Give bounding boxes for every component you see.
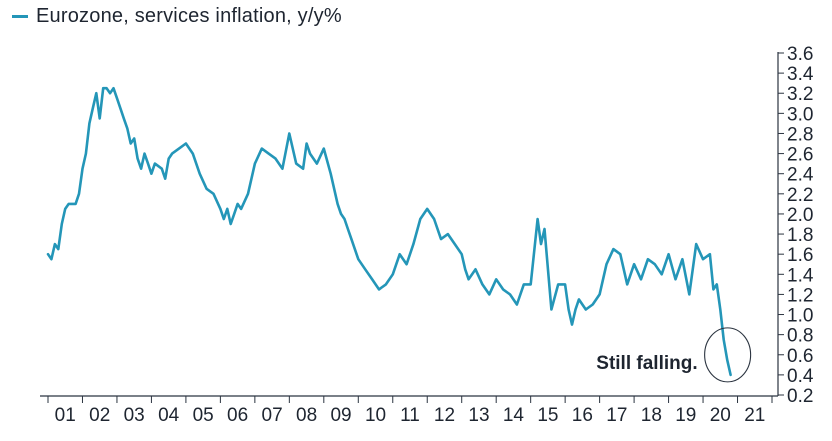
axes bbox=[40, 52, 779, 397]
x-tick-label: 14 bbox=[503, 405, 525, 426]
x-tick-label: 15 bbox=[537, 405, 558, 426]
y-tick-label: 2.6 bbox=[787, 145, 813, 166]
x-tick-label: 09 bbox=[330, 405, 351, 426]
x-tick-label: 05 bbox=[193, 405, 214, 426]
y-tick-label: 0.8 bbox=[787, 326, 813, 347]
y-tick-label: 1.8 bbox=[787, 225, 813, 246]
x-tick-label: 19 bbox=[675, 405, 696, 426]
plot-area bbox=[46, 86, 732, 377]
legend-label: Eurozone, services inflation, y/y% bbox=[36, 4, 342, 27]
y-tick-label: 3.4 bbox=[787, 64, 814, 85]
y-tick-label: 1.6 bbox=[787, 245, 813, 266]
x-tick-label: 08 bbox=[296, 405, 317, 426]
y-tick-label: 2.4 bbox=[787, 165, 814, 186]
y-tick-label: 1.0 bbox=[787, 306, 813, 327]
y-tick-label: 1.2 bbox=[787, 285, 813, 306]
x-tick-label: 07 bbox=[262, 405, 283, 426]
y-tick-label: 0.2 bbox=[787, 386, 813, 407]
x-tick-label: 20 bbox=[710, 405, 731, 426]
y-tick-label: 0.4 bbox=[787, 366, 814, 387]
y-tick-label: 3.0 bbox=[787, 104, 813, 125]
x-tick-label: 04 bbox=[158, 405, 180, 426]
x-tick-label: 21 bbox=[744, 405, 765, 426]
x-tick-label: 13 bbox=[468, 405, 489, 426]
y-tick-label: 2.0 bbox=[787, 205, 813, 226]
y-tick-label: 3.2 bbox=[787, 84, 813, 105]
x-tick-label: 18 bbox=[641, 405, 662, 426]
y-tick-label: 2.2 bbox=[787, 185, 813, 206]
series-line bbox=[46, 86, 732, 377]
x-tick-label: 02 bbox=[89, 405, 110, 426]
x-tick-label: 03 bbox=[124, 405, 145, 426]
chart-legend: Eurozone, services inflation, y/y% bbox=[12, 3, 342, 29]
y-tick-label: 3.6 bbox=[787, 44, 813, 65]
x-tick-label: 01 bbox=[55, 405, 76, 426]
y-tick-label: 1.4 bbox=[787, 265, 814, 286]
annotation-text: Still falling. bbox=[596, 353, 697, 374]
x-tick-label: 12 bbox=[434, 405, 455, 426]
x-tick-label: 06 bbox=[227, 405, 248, 426]
x-tick-label: 16 bbox=[572, 405, 593, 426]
y-tick-label: 2.8 bbox=[787, 124, 813, 145]
ticks: 0.20.40.60.81.01.21.41.61.82.02.22.42.62… bbox=[47, 44, 814, 426]
x-tick-label: 10 bbox=[365, 405, 386, 426]
x-tick-label: 17 bbox=[606, 405, 627, 426]
x-tick-label: 11 bbox=[400, 405, 420, 426]
legend-swatch bbox=[12, 14, 28, 18]
annotation-circle bbox=[704, 327, 752, 383]
annotation-group: Still falling. bbox=[596, 327, 752, 383]
y-tick-label: 0.6 bbox=[787, 346, 813, 367]
